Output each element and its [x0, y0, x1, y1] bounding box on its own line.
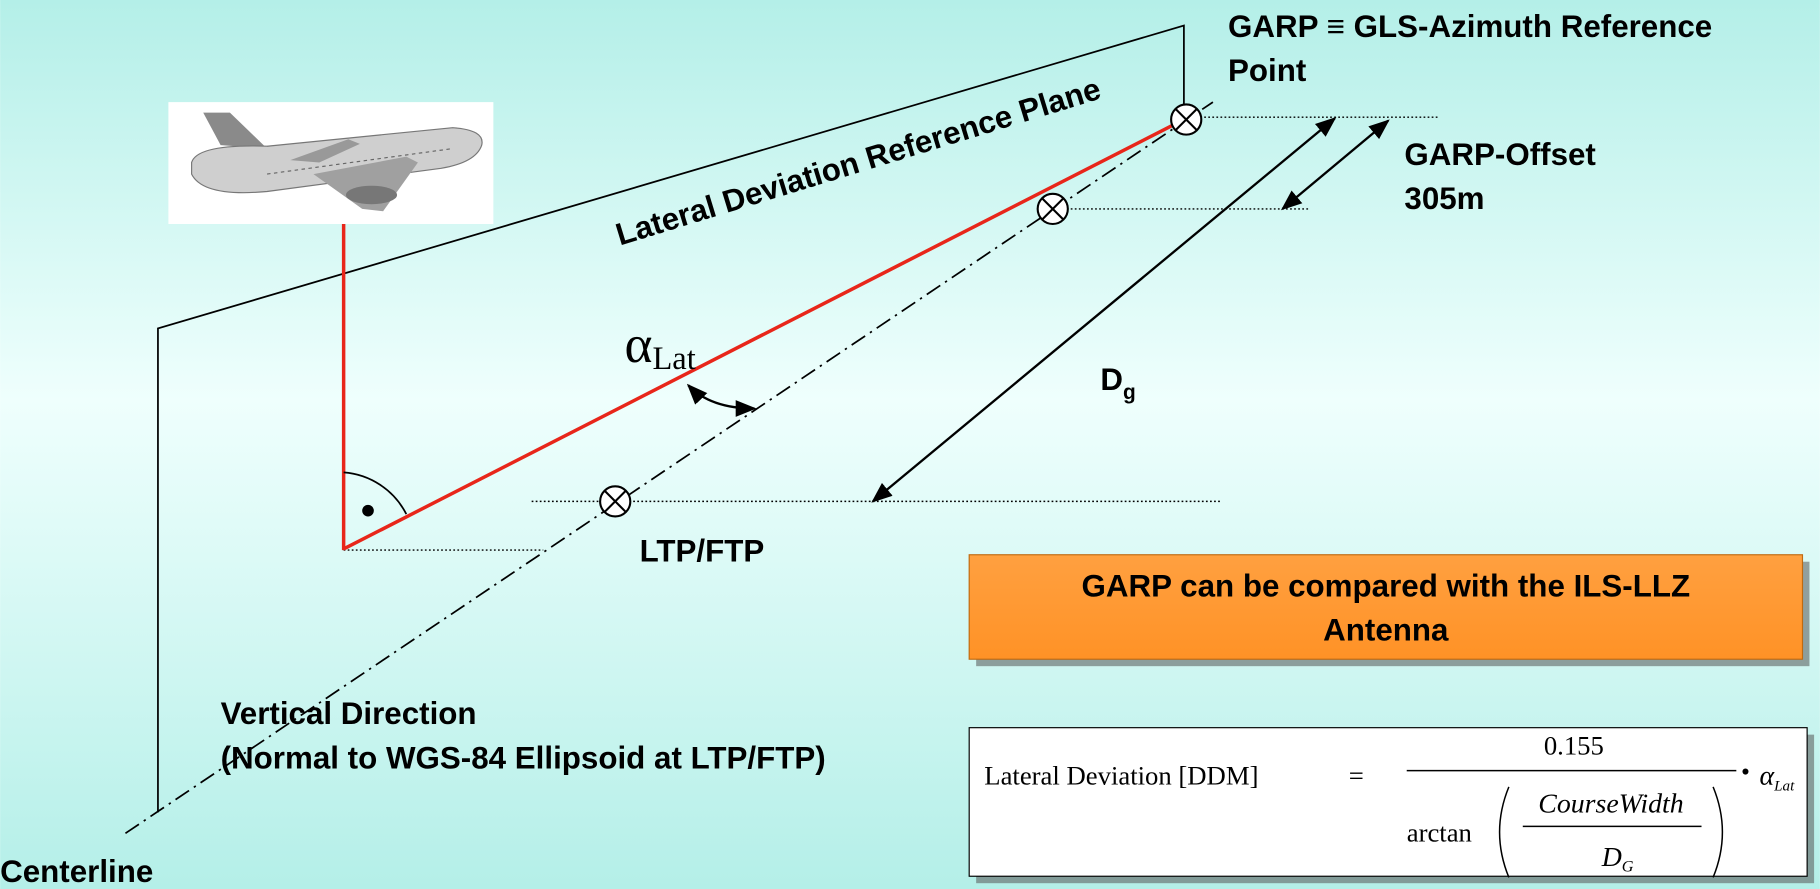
vertical-label: (Normal to WGS-84 Ellipsoid at LTP/FTP) [221, 740, 826, 775]
alpha-symbol: α [624, 314, 652, 374]
vertical-label: Vertical Direction [221, 696, 477, 731]
airplane [168, 102, 493, 224]
offset-label: GARP-Offset [1404, 137, 1596, 172]
denominator-subscript: G [1622, 858, 1634, 876]
formula-numerator: 0.155 [1544, 730, 1604, 760]
note-text: Antenna [1323, 613, 1449, 648]
note-text: GARP can be compared with the ILS-LLZ [1082, 569, 1691, 604]
offset-label: 305m [1404, 181, 1484, 216]
ltp-label: LTP/FTP [640, 534, 765, 569]
centerline-label: Centerline [0, 854, 153, 889]
garp-label: Point [1228, 53, 1307, 88]
distance-subscript: g [1123, 381, 1136, 404]
alpha-subscript: Lat [652, 341, 695, 377]
factor-subscript: Lat [1773, 778, 1795, 794]
diagram: Lateral Deviation Reference Plane GARP ≡… [0, 0, 1820, 889]
factor-symbol: α [1760, 761, 1776, 792]
garp-label: GARP ≡ GLS-Azimuth Reference [1228, 9, 1712, 44]
distance-symbol: D [1100, 362, 1123, 397]
formula-operator: • [1741, 757, 1750, 786]
formula-equals: = [1349, 761, 1364, 791]
right-angle-dot [362, 505, 374, 517]
denominator-symbol: D [1601, 842, 1622, 873]
formula-function: arctan [1407, 817, 1472, 847]
formula-inner-numerator: CourseWidth [1538, 788, 1683, 819]
page: {"diagram": { "plane_label": "Lateral De… [0, 0, 1820, 889]
formula-lhs: Lateral Deviation [DDM] [984, 761, 1258, 791]
